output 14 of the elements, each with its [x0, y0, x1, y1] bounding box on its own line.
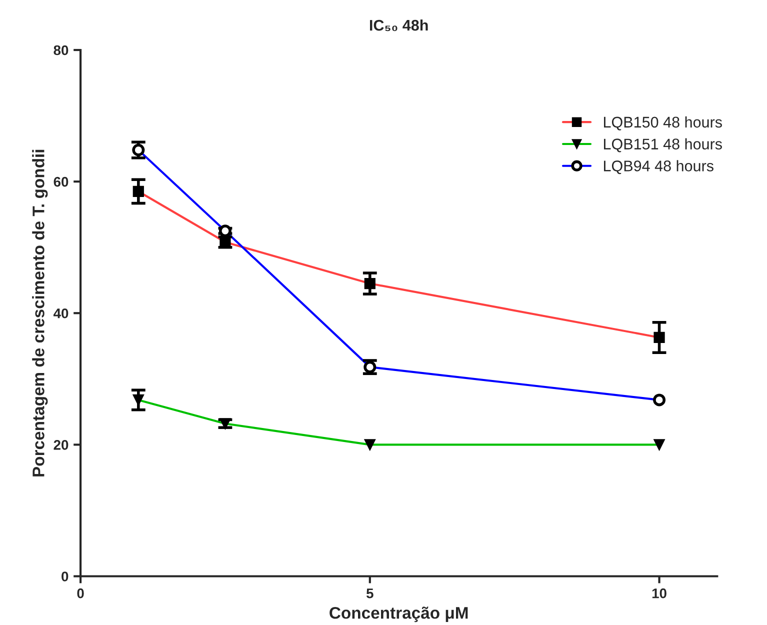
chart-title: IC₅₀ 48h [370, 19, 428, 32]
y-tick-label: 80 [54, 45, 68, 56]
x-axis-title: Concentração μM [330, 606, 468, 622]
x-tick-label: 5 [366, 588, 374, 598]
y-tick-label: 0 [62, 572, 68, 582]
legend-label: LQB151 48 hours [604, 138, 722, 152]
legend-label: LQB150 48 hours [604, 116, 722, 130]
x-tick-label: 0 [77, 588, 84, 598]
y-tick-label: 40 [53, 308, 68, 318]
x-tick-label: 10 [652, 588, 666, 598]
y-tick-label: 20 [54, 440, 68, 450]
legend-label: LQB94 48 hours [604, 160, 714, 174]
y-tick-label: 60 [54, 176, 68, 187]
y-axis-title: Porcentagem de crescimento de T. gondii [32, 150, 48, 476]
